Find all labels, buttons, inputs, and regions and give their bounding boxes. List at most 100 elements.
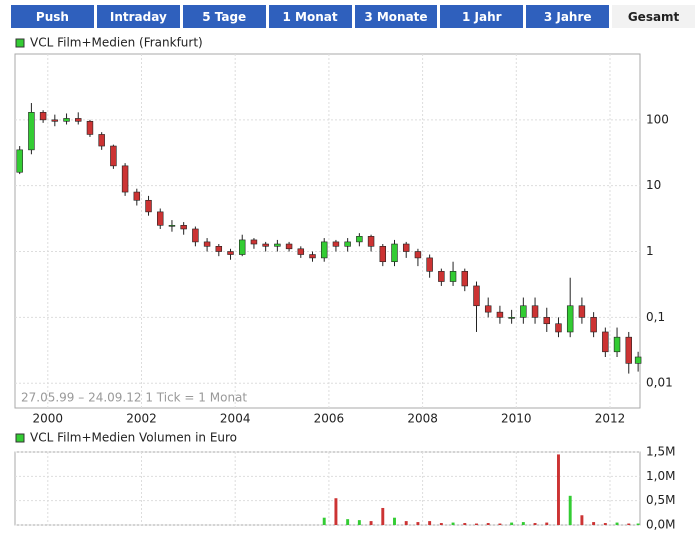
volume-bar [381, 507, 385, 525]
y-tick-label: 0,1 [646, 310, 665, 324]
y-tick-label: 1,5M [646, 445, 675, 459]
candle-body [16, 149, 23, 173]
y-tick-label: 0,01 [646, 376, 673, 390]
candle-body [227, 251, 234, 255]
candle-body [180, 225, 187, 230]
candle-body [145, 199, 152, 213]
candle-body [625, 336, 632, 364]
candle-body [520, 305, 527, 318]
candle-body [51, 119, 59, 122]
legend-title: VCL Film+Medien Volumen in Euro [30, 431, 237, 445]
candle-body [320, 241, 328, 259]
volume-bar [636, 523, 640, 525]
candle-body [402, 243, 410, 252]
x-tick-label: 2002 [126, 412, 157, 426]
legend-title: VCL Film+Medien (Frankfurt) [30, 36, 203, 50]
volume-bar [592, 522, 596, 525]
volume-bar [357, 520, 361, 525]
volume-bar [451, 522, 455, 525]
y-tick-label: 100 [646, 112, 669, 126]
candle-body [602, 331, 609, 353]
candle-body [578, 305, 586, 318]
candle-body [75, 118, 82, 122]
volume-bar [393, 517, 396, 525]
candle-body [110, 145, 117, 167]
x-tick-label: 2012 [595, 412, 626, 426]
tab[interactable]: Push [11, 5, 94, 28]
candle-body [274, 243, 281, 247]
volume-bar [369, 521, 373, 525]
volume-bar [533, 523, 537, 525]
candle-body [367, 236, 375, 247]
tab[interactable]: 1 Jahr [440, 5, 524, 28]
candle-body [98, 134, 105, 147]
legend-swatch [15, 38, 25, 48]
candle-body [566, 305, 574, 333]
annotation: 27.05.99 – 24.09.12 1 Tick = 1 Monat [21, 391, 247, 405]
tab[interactable]: 1 Monat [268, 5, 352, 28]
candle-body [86, 121, 94, 135]
y-tick-label: 10 [646, 178, 661, 192]
plot-frame [14, 53, 641, 409]
candle-body [484, 305, 492, 313]
candle-body [496, 311, 504, 318]
volume-bar [627, 523, 631, 525]
volume-bar [346, 519, 350, 525]
volume-bar [463, 523, 467, 525]
candle-body [39, 112, 47, 121]
candle-body [63, 118, 70, 122]
volume-bar [334, 498, 338, 525]
x-tick-label: 2004 [220, 412, 251, 426]
candle-body [344, 241, 351, 247]
volume-bar [416, 522, 420, 525]
x-tick-label: 2000 [33, 412, 64, 426]
candle-body [438, 271, 445, 282]
y-tick-label: 0,5M [646, 493, 675, 507]
volume-bar [615, 522, 619, 525]
volume-bar [322, 517, 326, 525]
legend-swatch [15, 433, 25, 443]
volume-bar [404, 521, 408, 525]
candle-body [239, 239, 246, 255]
tab[interactable]: 3 Monate [354, 5, 438, 28]
candle-body [157, 211, 164, 226]
tab[interactable]: 3 Jahre [526, 5, 610, 28]
candle-body [613, 336, 621, 353]
plot-frame [14, 451, 641, 526]
candle-body [590, 317, 597, 333]
candle-body [555, 323, 562, 333]
volume-bar [475, 523, 478, 525]
tab[interactable]: Gesamt [612, 5, 695, 28]
volume-bar [498, 523, 502, 525]
candle-body [449, 271, 457, 282]
x-tick-label: 2008 [407, 412, 438, 426]
candle-body [133, 191, 141, 201]
candle-body [379, 246, 387, 263]
volume-bar [580, 515, 584, 525]
volume-bar [521, 522, 525, 525]
candle-body [426, 257, 433, 272]
candle-body [356, 236, 363, 243]
candle-body [297, 248, 305, 255]
volume-bar [486, 523, 490, 525]
volume-bar [545, 522, 549, 525]
tab[interactable]: 5 Tage [182, 5, 266, 28]
candle-body [508, 317, 515, 319]
candle-body [332, 241, 340, 247]
tab[interactable]: Intraday [96, 5, 180, 28]
volume-bar [510, 522, 514, 525]
candle-body [414, 251, 422, 259]
candle-body [262, 243, 269, 247]
candle-body [543, 317, 550, 325]
volume-bar [557, 454, 560, 525]
candle-body [531, 305, 539, 318]
x-tick-label: 2010 [501, 412, 532, 426]
y-tick-label: 0,0M [646, 518, 675, 532]
y-tick-label: 1 [646, 244, 654, 258]
x-tick-label: 2006 [314, 412, 345, 426]
candle-body [192, 228, 199, 243]
candle-body [473, 285, 480, 307]
tab-bar: Push Intraday 5 Tage 1 Monat 3 Monate 1 … [11, 5, 695, 28]
candle-body [28, 112, 35, 151]
